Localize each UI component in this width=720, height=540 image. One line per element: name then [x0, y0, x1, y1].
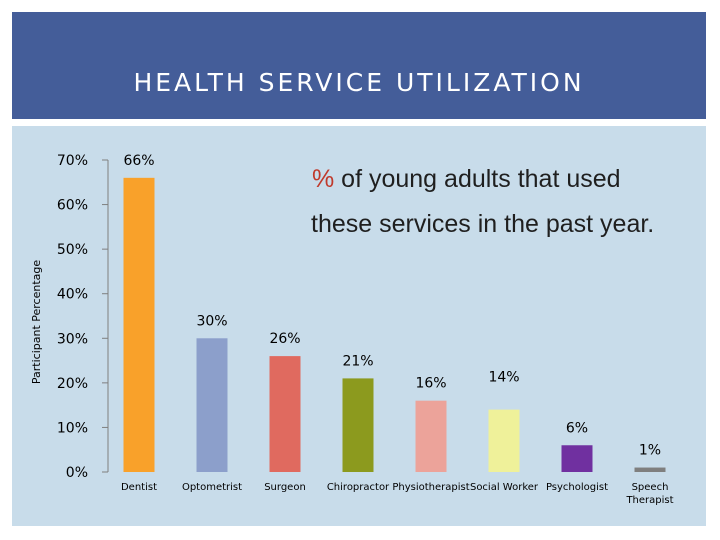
- annotation-line-1-text: of young adults that used: [334, 165, 620, 193]
- x-tick-label: Surgeon: [264, 482, 306, 493]
- x-tick-label: Optometrist: [182, 482, 242, 493]
- bar-data-label: 21%: [342, 353, 373, 369]
- chart-annotation-line-2: these services in the past year.: [311, 210, 654, 238]
- bar-data-label: 16%: [415, 376, 446, 392]
- bar: [488, 409, 520, 472]
- y-axis: 0% 10% 20% 30% 40% 50% 60% 70%: [57, 153, 109, 481]
- bar-data-label: 30%: [196, 313, 227, 329]
- x-tick-label: Social Worker: [470, 482, 539, 493]
- x-tick-label: Speech: [632, 482, 669, 493]
- bar: [415, 400, 447, 472]
- title-banner: HEALTH SERVICE UTILIZATION: [12, 12, 706, 119]
- data-label-group: 66% 30% 26% 21% 16% 14% 6% 1%: [123, 153, 661, 459]
- bar: [196, 338, 228, 472]
- bar: [269, 356, 301, 472]
- bar-data-label: 6%: [566, 420, 588, 436]
- chart-panel: % of young adults that used these servic…: [12, 126, 706, 526]
- x-tick-label: Psychologist: [546, 482, 608, 493]
- y-axis-label: Participant Percentage: [30, 260, 43, 384]
- bar: [561, 445, 593, 472]
- bar-group: [123, 177, 666, 473]
- y-tick-label: 40%: [57, 287, 88, 303]
- y-tick-label: 0%: [66, 465, 88, 481]
- bar-chart: % of young adults that used these servic…: [30, 153, 674, 506]
- bar: [342, 378, 374, 472]
- bar: [634, 467, 666, 472]
- y-tick-label: 10%: [57, 420, 88, 436]
- bar-data-label: 66%: [123, 153, 154, 169]
- x-tick-label: Chiropractor: [327, 482, 390, 493]
- y-tick-label: 70%: [57, 153, 88, 169]
- x-tick-label: Dentist: [121, 482, 157, 493]
- y-tick-label: 30%: [57, 331, 88, 347]
- x-tick-label: Physiotherapist: [392, 482, 469, 493]
- y-tick-label: 60%: [57, 198, 88, 214]
- bar: [123, 177, 155, 473]
- y-tick-label: 50%: [57, 242, 88, 258]
- bar-data-label: 1%: [639, 443, 661, 459]
- x-tick-label: Therapist: [625, 495, 673, 506]
- annotation-percent-symbol: %: [312, 165, 334, 193]
- chart-annotation-line-1: % of young adults that used: [312, 165, 621, 193]
- bar-data-label: 14%: [488, 370, 519, 386]
- y-tick-label: 20%: [57, 376, 88, 392]
- bar-data-label: 26%: [269, 331, 300, 347]
- slide-title: HEALTH SERVICE UTILIZATION: [133, 68, 585, 97]
- x-tick-label-group: Dentist Optometrist Surgeon Chiropractor Phy…: [121, 482, 674, 506]
